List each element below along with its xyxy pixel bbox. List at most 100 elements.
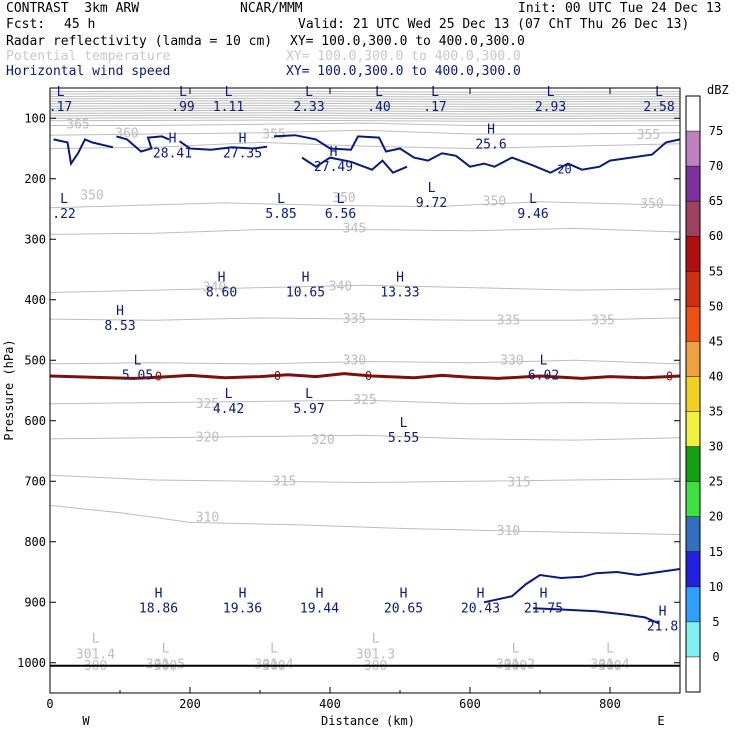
- x-axis-label: Distance (km): [321, 714, 415, 728]
- wind-extremum-value: 1.11: [213, 100, 244, 115]
- wind-extrema-labels: L.17L.99L1.11L2.33L.40L.17L2.93L2.58H28.…: [49, 85, 678, 635]
- theta-label: 340: [203, 281, 226, 296]
- theta-contour-line: [49, 112, 681, 115]
- colorbar-label: 60: [709, 229, 723, 243]
- wind-extremum-marker: H: [155, 586, 163, 601]
- wind-extremum-marker: L: [655, 85, 663, 100]
- wind-extremum-marker: L: [375, 85, 383, 100]
- theta-min-value: 301.4: [76, 648, 115, 663]
- wind-extremum-value: 9.46: [517, 207, 548, 222]
- y-axis-label: Pressure (hPa): [2, 339, 16, 440]
- x-end-right: E: [657, 714, 664, 728]
- wind-extremum-marker: H: [540, 586, 548, 601]
- wind-extremum-marker: L: [225, 85, 233, 100]
- theta-label: 350: [332, 191, 355, 206]
- y-tick-label: 600: [24, 414, 46, 428]
- wind-extremum-value: .17: [49, 100, 72, 115]
- wind-contour-label: 0: [365, 369, 372, 383]
- wind-extremum-value: 5.55: [388, 431, 419, 446]
- colorbar-swatch: [686, 656, 700, 692]
- theta-label: 355: [637, 128, 660, 143]
- colorbar-label: 30: [709, 440, 723, 454]
- theta-contour-line: [49, 97, 681, 101]
- colorbar-swatch: [686, 166, 700, 202]
- wind-extremum-marker: H: [400, 586, 408, 601]
- colorbar-swatch: [686, 96, 700, 132]
- valid-time: Valid: 21 UTC Wed 25 Dec 13 (07 ChT Thu …: [298, 17, 690, 32]
- colorbar-swatch: [686, 306, 700, 342]
- colorbar-swatch: [686, 551, 700, 587]
- wind-extremum-marker: L: [547, 85, 555, 100]
- wind-extremum-value: 28.41: [153, 146, 192, 161]
- wind-extremum-value: 5.05: [122, 368, 153, 383]
- wind-extremum-marker: L: [179, 85, 187, 100]
- colorbar-swatch: [686, 516, 700, 552]
- theta-contour-line: [49, 107, 681, 110]
- field-theta-xy: XY= 100.0,300.0 to 400.0,300.0: [286, 49, 521, 64]
- wind-extremum-marker: H: [239, 131, 247, 146]
- theta-contour-340: [49, 284, 681, 293]
- wind-20-contour-upper: [53, 138, 114, 167]
- wind-contour-label: 0: [155, 370, 162, 384]
- theta-min-marker: L: [372, 632, 380, 647]
- wind-extremum-value: .22: [52, 207, 75, 222]
- theta-label: 340: [329, 279, 352, 294]
- wind-extremum-marker: H: [477, 586, 485, 601]
- theta-label: 350: [640, 197, 663, 212]
- colorbar-swatch: [686, 621, 700, 657]
- plot-frame: [49, 87, 681, 694]
- colorbar-swatch: [686, 236, 700, 272]
- theta-label: 320: [311, 433, 334, 448]
- colorbar-label: 45: [709, 334, 723, 348]
- field-wind-name: Horizontal wind speed: [6, 64, 171, 79]
- theta-min-marker: L: [270, 641, 278, 656]
- theta-min-marker: L: [512, 641, 520, 656]
- theta-min-marker: L: [162, 641, 170, 656]
- theta-label: 315: [273, 474, 296, 489]
- wind-extremum-marker: L: [57, 85, 65, 100]
- y-tick-label: 400: [24, 293, 46, 307]
- colorbar-swatch: [686, 411, 700, 447]
- wind-extremum-value: 10.65: [286, 286, 325, 301]
- wind-extremum-value: 2.58: [643, 100, 674, 115]
- wind-extremum-marker: H: [316, 586, 324, 601]
- colorbar-swatch: [686, 481, 700, 517]
- wind-20-contour-upper: [273, 134, 681, 174]
- wind-extremum-value: 18.86: [139, 601, 178, 616]
- wind-extremum-marker: L: [134, 353, 142, 368]
- wind-extremum-value: .40: [367, 100, 390, 115]
- y-tick-label: 500: [24, 353, 46, 367]
- field-reflectivity-xy: XY= 100.0,300.0 to 400.0,300.0: [290, 34, 525, 49]
- wind-extremum-value: 8.60: [206, 286, 237, 301]
- wind-extremum-marker: H: [239, 586, 247, 601]
- colorbar-swatch: [686, 446, 700, 482]
- theta-contours: [49, 90, 681, 535]
- init-time: Init: 00 UTC Tue 24 Dec 13: [518, 1, 722, 16]
- wind-20-contour-upper: [178, 140, 268, 151]
- wind-extremum-value: 27.35: [223, 146, 262, 161]
- wind-contour-label: 0: [666, 370, 673, 384]
- x-end-left: W: [82, 714, 90, 728]
- wind-extremum-marker: L: [431, 85, 439, 100]
- y-tick-label: 300: [24, 232, 46, 246]
- wind-extremum-value: 2.33: [293, 100, 324, 115]
- wind-extremum-marker: L: [225, 387, 233, 402]
- theta-min-marker: L: [606, 641, 614, 656]
- x-tick-label: 800: [599, 697, 621, 711]
- x-tick-label: 400: [319, 697, 341, 711]
- wind-extremum-marker: H: [218, 271, 226, 286]
- colorbar-swatch: [686, 586, 700, 622]
- wind-extremum-marker: L: [529, 192, 537, 207]
- colorbar-label: 40: [709, 369, 723, 383]
- colorbar-swatch: [686, 341, 700, 377]
- colorbar-label: 55: [709, 264, 723, 278]
- theta-label: 310: [196, 511, 219, 526]
- wind-extremum-marker: L: [428, 181, 436, 196]
- wind-contour-label: 20: [557, 163, 571, 177]
- wind-20-contour-lower: [483, 568, 681, 604]
- wind-extremum-marker: L: [337, 192, 345, 207]
- wind-extremum-marker: L: [540, 353, 548, 368]
- colorbar-label: 35: [709, 405, 723, 419]
- org-label: NCAR/MMM: [240, 1, 303, 16]
- wind-extremum-value: .99: [171, 100, 194, 115]
